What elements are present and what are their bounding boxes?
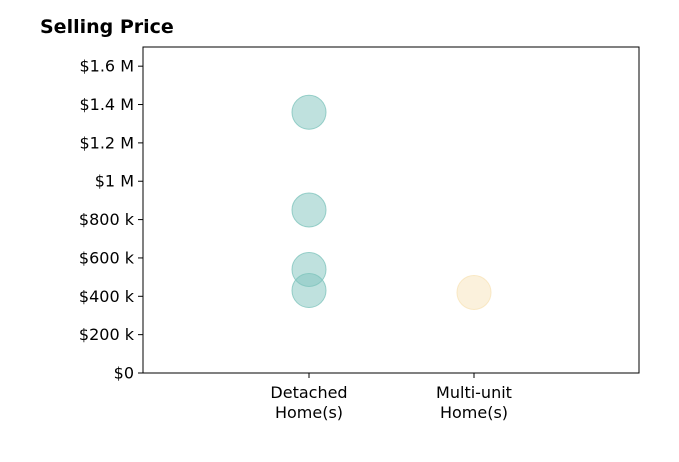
y-tick-label: $400 k	[79, 287, 135, 306]
y-tick-label: $1.6 M	[79, 57, 134, 76]
chart-title: Selling Price	[40, 16, 174, 38]
data-point	[291, 273, 327, 309]
x-tick-label: Detached Home(s)	[270, 383, 347, 422]
y-tick-label: $1 M	[95, 172, 134, 191]
x-tick-label: Multi-unit Home(s)	[436, 383, 512, 422]
y-tick-label: $0	[114, 364, 134, 383]
data-point	[456, 274, 492, 310]
data-point	[291, 192, 327, 228]
y-tick-label: $1.4 M	[79, 95, 134, 114]
y-tick-label: $200 k	[79, 325, 135, 344]
data-point	[291, 94, 327, 130]
x-axis: Detached Home(s) Multi-unit Home(s)	[270, 373, 512, 422]
y-tick-label: $800 k	[79, 210, 135, 229]
y-axis: $0 $200 k $400 k $600 k $800 k $1 M $1.2 M $1.4…	[79, 57, 143, 383]
data-points	[291, 94, 492, 310]
y-tick-label: $1.2 M	[79, 133, 134, 152]
y-tick-label: $600 k	[79, 248, 135, 267]
plot-frame	[142, 46, 640, 374]
